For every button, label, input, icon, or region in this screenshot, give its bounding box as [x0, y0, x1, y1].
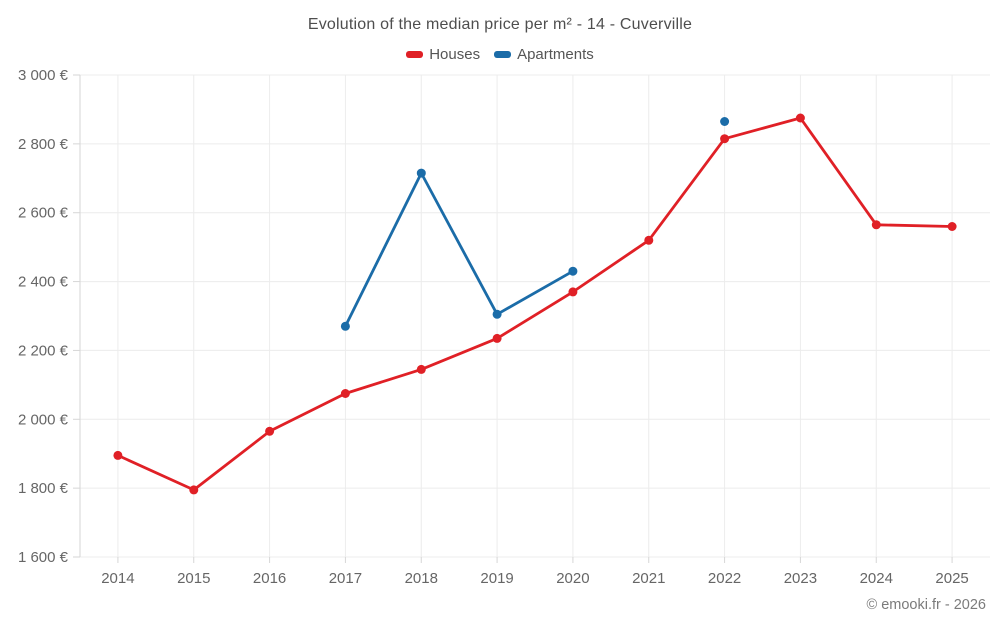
- svg-text:2015: 2015: [177, 570, 210, 587]
- svg-text:2 000 €: 2 000 €: [18, 411, 69, 428]
- svg-text:2023: 2023: [784, 570, 817, 587]
- svg-text:2022: 2022: [708, 570, 741, 587]
- svg-text:2017: 2017: [329, 570, 362, 587]
- houses-series-swatch: [406, 51, 424, 58]
- legend-item-houses[interactable]: Houses: [406, 46, 480, 63]
- svg-text:2016: 2016: [253, 570, 286, 587]
- svg-text:2021: 2021: [632, 570, 665, 587]
- svg-text:2018: 2018: [405, 570, 438, 587]
- svg-text:2 400 €: 2 400 €: [18, 274, 69, 291]
- apartments-series-swatch: [494, 51, 512, 58]
- svg-text:2020: 2020: [556, 570, 589, 587]
- svg-text:2 200 €: 2 200 €: [18, 342, 69, 359]
- legend-item-apartments[interactable]: Apartments: [494, 46, 594, 63]
- legend-label-apartments: Apartments: [517, 46, 594, 63]
- svg-text:2 600 €: 2 600 €: [18, 205, 69, 222]
- chart-legend: Houses Apartments: [0, 46, 1000, 63]
- svg-text:2014: 2014: [101, 570, 134, 587]
- legend-label-houses: Houses: [429, 46, 481, 63]
- svg-text:1 600 €: 1 600 €: [18, 549, 69, 566]
- svg-text:2024: 2024: [860, 570, 893, 587]
- svg-text:2 800 €: 2 800 €: [18, 136, 69, 153]
- chart-title: Evolution of the median price per m² - 1…: [307, 16, 693, 33]
- svg-text:2025: 2025: [935, 570, 968, 587]
- copyright-credit: © emooki.fr - 2026: [866, 597, 986, 613]
- svg-text:2019: 2019: [480, 570, 513, 587]
- svg-text:3 000 €: 3 000 €: [18, 67, 69, 84]
- svg-text:1 800 €: 1 800 €: [18, 480, 69, 497]
